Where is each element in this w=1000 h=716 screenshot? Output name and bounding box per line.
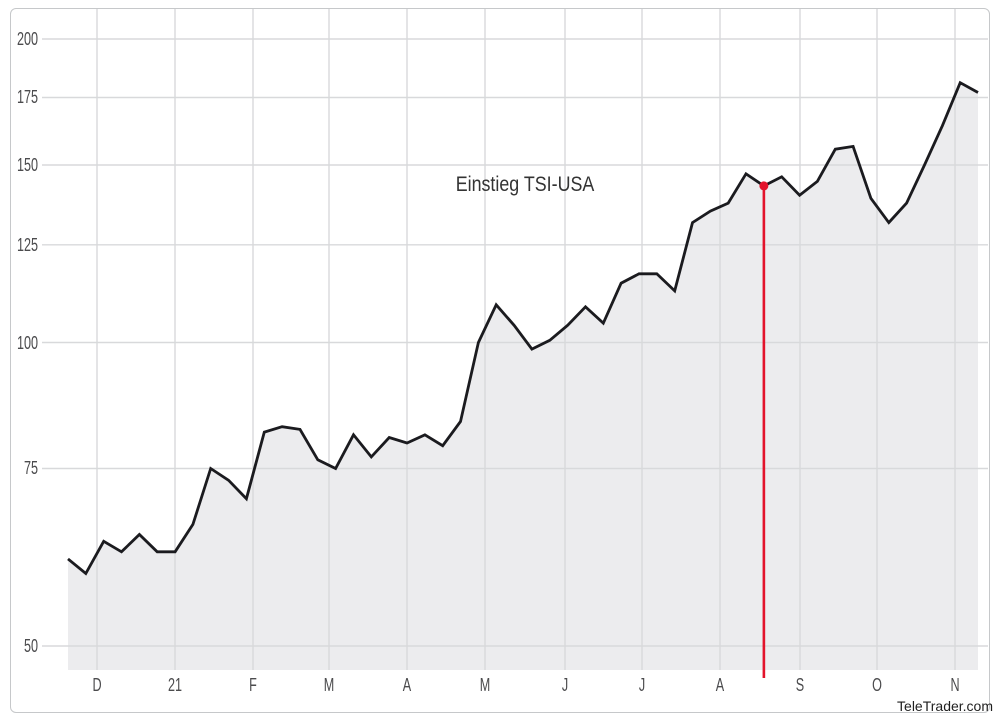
y-axis-label: 200	[16, 29, 38, 49]
entry-marker-dot	[759, 181, 769, 191]
x-axis-label: J	[638, 675, 646, 695]
x-axis-label: N	[950, 675, 960, 695]
x-axis-label: D	[92, 675, 102, 695]
entry-marker	[759, 181, 769, 678]
y-axis-label: 50	[23, 636, 38, 656]
price-line	[67, 80, 979, 576]
x-axis-label: F	[249, 675, 257, 695]
y-axis-label: 75	[23, 458, 38, 478]
x-axis-label: S	[795, 675, 805, 695]
x-axis-label: A	[402, 675, 412, 695]
y-axis-label: 150	[16, 155, 38, 175]
x-axis-label: M	[323, 675, 335, 695]
x-axis-label: A	[715, 675, 725, 695]
grid-lines	[42, 9, 988, 670]
entry-annotation-label: Einstieg TSI-USA	[455, 173, 595, 196]
x-axis-label: 21	[167, 675, 183, 695]
y-axis-label: 175	[16, 87, 38, 107]
y-axis-label: 100	[16, 333, 38, 353]
x-axis-label: O	[872, 675, 882, 695]
area-fill	[68, 82, 978, 670]
watermark-text: TeleTrader.com	[897, 698, 993, 714]
x-axis-label: J	[561, 675, 569, 695]
y-axis-label: 125	[16, 235, 38, 255]
x-axis-label: M	[479, 675, 491, 695]
